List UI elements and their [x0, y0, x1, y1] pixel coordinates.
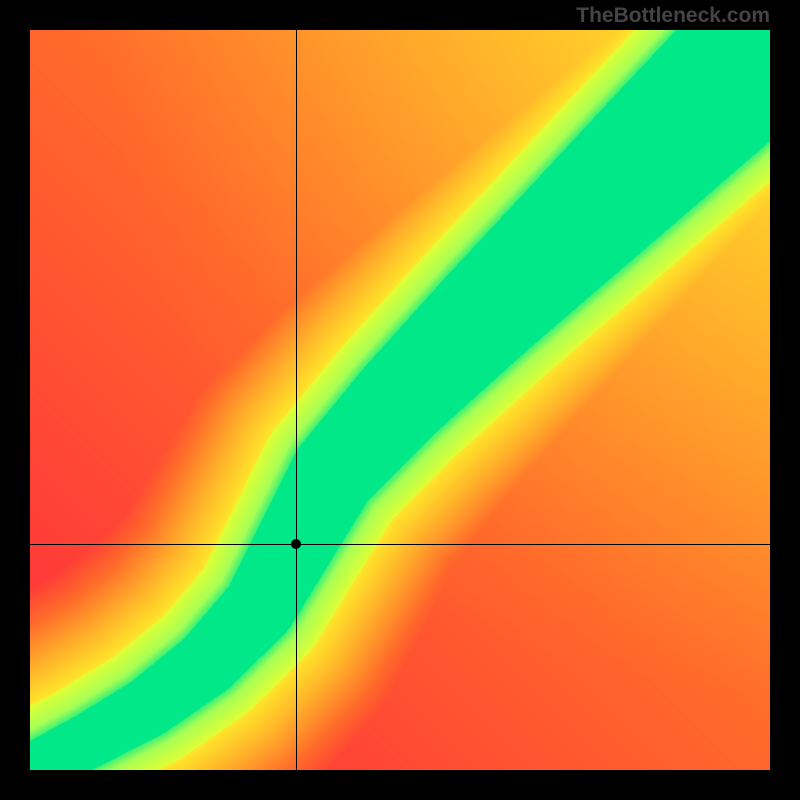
- plot-area: [30, 30, 770, 770]
- chart-container: TheBottleneck.com: [0, 0, 800, 800]
- heatmap-canvas: [30, 30, 770, 770]
- crosshair-vertical: [296, 30, 297, 770]
- crosshair-horizontal: [30, 544, 770, 545]
- crosshair-marker: [291, 539, 301, 549]
- watermark-text: TheBottleneck.com: [576, 4, 770, 28]
